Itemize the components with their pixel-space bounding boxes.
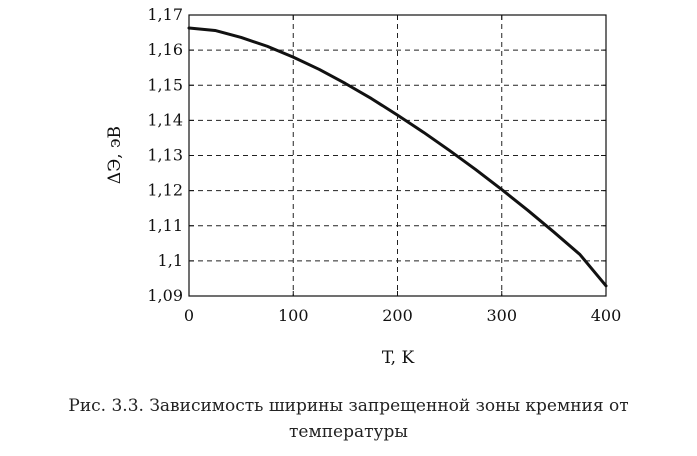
series-layer xyxy=(187,26,608,288)
y-tick-label: 1,12 xyxy=(147,181,183,200)
x-tick-label: 200 xyxy=(382,306,413,325)
x-axis-label: T, K xyxy=(382,348,415,368)
x-tick-label: 100 xyxy=(278,306,309,325)
caption-line-1: Рис. 3.3. Зависимость ширины запрещенной… xyxy=(68,396,629,416)
y-tick-label: 1,09 xyxy=(147,286,183,305)
y-tick-label: 1,13 xyxy=(147,146,183,165)
y-axis-ticks: 1,09 1,1 1,11 1,12 1,13 1,14 1,15 1,16 1,17 xyxy=(147,5,606,305)
band-gap-chart: 0 100 200 300 400 1,09 1,1 1,11 1,12 1,13 1,14 1,1… xyxy=(105,5,621,368)
caption-line-2: температуры xyxy=(289,422,408,442)
x-axis-ticks: 0 100 200 300 400 xyxy=(184,15,621,325)
y-tick-label: 1,17 xyxy=(147,5,183,24)
y-axis-label: ΔЭ, эВ xyxy=(105,126,125,184)
y-tick-label: 1,1 xyxy=(158,251,183,270)
grid-lines xyxy=(189,15,606,296)
x-tick-label: 0 xyxy=(184,306,194,325)
y-tick-label: 1,14 xyxy=(147,110,183,129)
x-tick-label: 300 xyxy=(486,306,517,325)
y-tick-label: 1,15 xyxy=(147,75,183,94)
x-tick-label: 400 xyxy=(591,306,622,325)
y-tick-label: 1,11 xyxy=(147,216,183,235)
series-line xyxy=(187,26,608,288)
y-tick-label: 1,16 xyxy=(147,40,183,59)
figure-caption: Рис. 3.3. Зависимость ширины запрещенной… xyxy=(0,393,697,445)
